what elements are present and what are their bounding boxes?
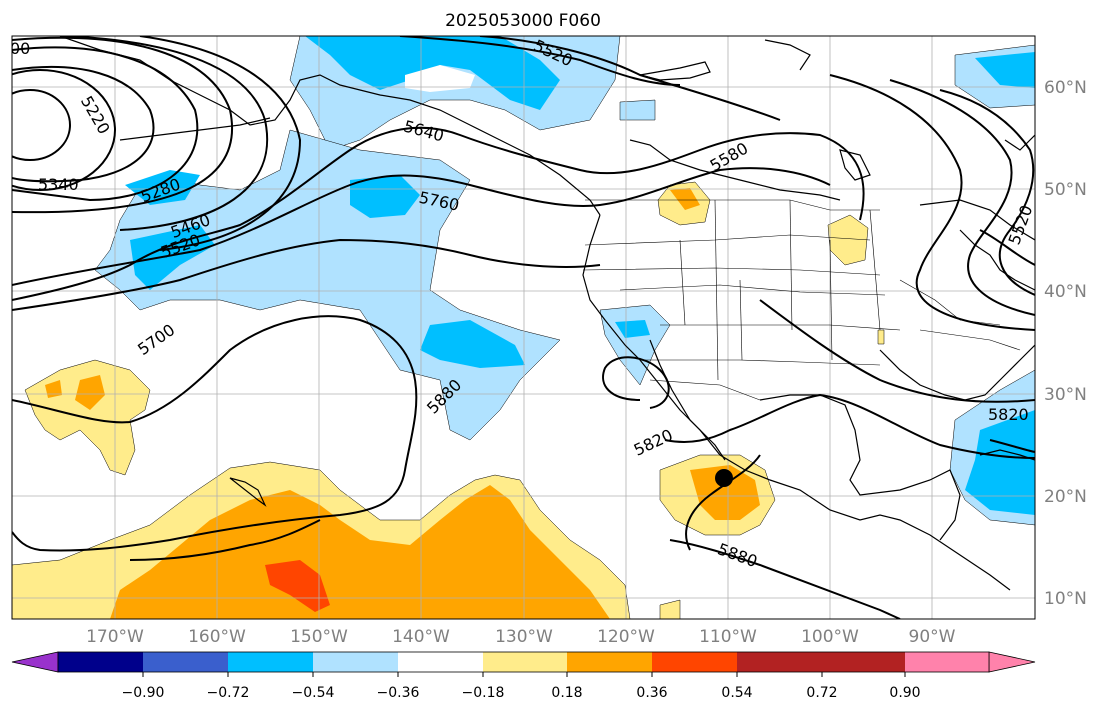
colorbar-swatch bbox=[313, 652, 398, 672]
storm-position-marker bbox=[715, 469, 733, 487]
lon-label: 140°W bbox=[392, 627, 450, 647]
lat-label: 60°N bbox=[1044, 78, 1087, 98]
colorbar-frame bbox=[57, 651, 990, 673]
colorbar-tick-label: −0.72 bbox=[207, 685, 250, 701]
lon-label: 120°W bbox=[597, 627, 655, 647]
colorbar-tick-labels: −0.90 −0.72 −0.54 −0.36 −0.18 0.18 0.36 … bbox=[122, 685, 921, 701]
colorbar-tick-label: 0.36 bbox=[636, 685, 667, 701]
lat-label: 20°N bbox=[1044, 487, 1087, 507]
colorbar: −0.90 −0.72 −0.54 −0.36 −0.18 0.18 0.36 … bbox=[11, 651, 1036, 701]
coastlines bbox=[59, 36, 1035, 591]
map-panel: 00 5220 5340 5280 5460 5520 5700 5880 56… bbox=[10, 35, 1036, 620]
positive-anomaly-core bbox=[45, 188, 760, 619]
map-title: 2025053000 F060 bbox=[445, 11, 601, 31]
contour-label: 5340 bbox=[38, 175, 79, 194]
colorbar-swatch bbox=[822, 652, 905, 672]
lon-label: 170°W bbox=[86, 627, 144, 647]
lon-label: 130°W bbox=[495, 627, 553, 647]
colorbar-swatch bbox=[483, 652, 567, 672]
colorbar-tick-label: 0.72 bbox=[806, 685, 837, 701]
colorbar-swatch bbox=[143, 652, 228, 672]
colorbar-swatch bbox=[567, 652, 652, 672]
colorbar-tick-label: −0.18 bbox=[462, 685, 505, 701]
colorbar-swatch bbox=[905, 652, 989, 672]
contour-label: 5820 bbox=[988, 405, 1029, 424]
lon-label: 100°W bbox=[801, 627, 859, 647]
lat-label: 50°N bbox=[1044, 180, 1087, 200]
height-contours bbox=[12, 36, 1035, 619]
colorbar-swatch bbox=[737, 652, 822, 672]
colorbar-swatch bbox=[58, 652, 143, 672]
negative-anomaly-core bbox=[125, 36, 1035, 515]
colorbar-extend-min bbox=[11, 651, 59, 673]
lat-label: 30°N bbox=[1044, 385, 1087, 405]
colorbar-extend-max bbox=[988, 651, 1036, 673]
contour-label: 00 bbox=[10, 39, 30, 58]
colorbar-tick-label: −0.90 bbox=[122, 685, 165, 701]
lon-label: 160°W bbox=[188, 627, 246, 647]
graticule bbox=[12, 36, 1035, 619]
political-boundaries bbox=[582, 199, 1021, 401]
map-frame bbox=[11, 35, 1036, 620]
colorbar-swatch bbox=[398, 652, 483, 672]
colorbar-tick-label: 0.90 bbox=[889, 685, 920, 701]
latitude-labels: 10°N 20°N 30°N 40°N 50°N 60°N bbox=[1044, 78, 1087, 609]
colorbar-swatch bbox=[228, 652, 313, 672]
colorbar-tick-label: −0.36 bbox=[377, 685, 420, 701]
lat-label: 10°N bbox=[1044, 589, 1087, 609]
colorbar-tick-label: 0.18 bbox=[551, 685, 582, 701]
colorbar-tick-label: −0.54 bbox=[292, 685, 335, 701]
lon-label: 150°W bbox=[290, 627, 348, 647]
lon-label: 90°W bbox=[909, 627, 956, 647]
lat-label: 40°N bbox=[1044, 282, 1087, 302]
colorbar-ticks bbox=[142, 672, 906, 677]
colorbar-tick-label: 0.54 bbox=[721, 685, 752, 701]
lon-label: 110°W bbox=[699, 627, 757, 647]
longitude-labels: 170°W 160°W 150°W 140°W 130°W 120°W 110°… bbox=[86, 627, 956, 647]
colorbar-swatch bbox=[652, 652, 737, 672]
